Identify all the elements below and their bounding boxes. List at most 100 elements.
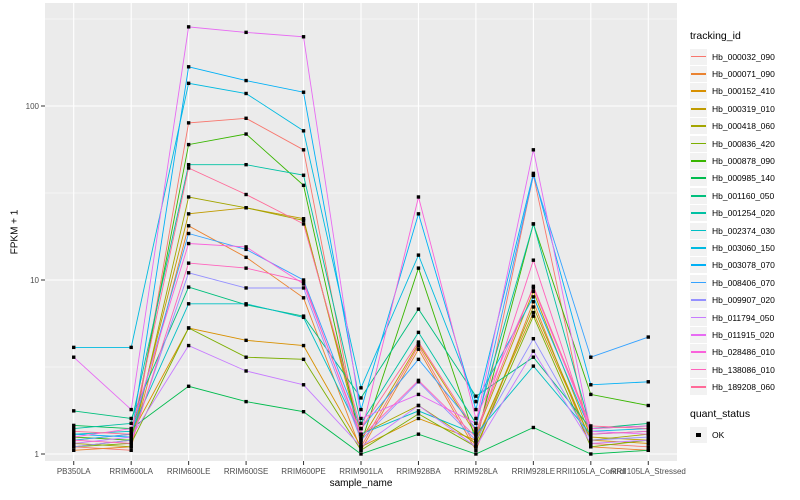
legend-label-Hb_000032_090: Hb_000032_090 (712, 51, 775, 62)
legend-item-Hb_001254_020: Hb_001254_020 (690, 205, 798, 222)
data-point-Hb_001254_020 (129, 421, 133, 426)
data-point-Hb_009907_020 (646, 435, 650, 439)
legend-key-Hb_002374_030 (690, 222, 707, 239)
data-point-Hb_008406_070 (244, 247, 248, 252)
line-swatch-icon (691, 194, 706, 197)
legend-item-Hb_000152_410: Hb_000152_410 (690, 83, 798, 100)
line-swatch-icon (691, 229, 706, 232)
data-point-Hb_003060_150 (244, 91, 248, 96)
data-point-Hb_028486_010 (359, 432, 363, 436)
data-point-Hb_003078_070 (301, 90, 306, 94)
data-point-Hb_002374_030 (244, 302, 248, 306)
line-swatch-icon (691, 281, 706, 284)
data-point-Hb_028486_010 (301, 282, 306, 286)
legend-label-Hb_000319_010: Hb_000319_010 (712, 103, 775, 114)
data-point-Hb_011915_020 (129, 407, 133, 412)
x-tick-label: RRIM600LA (109, 467, 153, 476)
legend-item-Hb_000032_090: Hb_000032_090 (690, 48, 798, 65)
legend-label-Hb_000071_090: Hb_000071_090 (712, 69, 775, 80)
x-tick-label: RRII105LA_Control (556, 467, 626, 476)
data-point-Hb_011794_050 (646, 438, 650, 442)
legend-item-Hb_138086_010: Hb_138086_010 (690, 361, 798, 378)
data-point-Hb_189208_060 (129, 432, 133, 436)
data-point-Hb_000878_090 (359, 441, 363, 446)
data-point-Hb_011915_020 (301, 35, 306, 39)
data-point-Hb_000418_060 (186, 195, 191, 199)
data-point-Hb_001254_020 (359, 421, 363, 426)
data-point-Hb_000985_140 (244, 399, 248, 404)
data-point-Hb_189208_060 (531, 284, 536, 289)
data-point-Hb_003060_150 (531, 295, 536, 299)
data-point-Hb_000985_140 (416, 432, 421, 436)
line-swatch-icon (691, 299, 706, 301)
data-point-Hb_000985_140 (531, 425, 536, 430)
data-point-Hb_003078_070 (244, 78, 248, 83)
legend-item-ok: OK (690, 426, 798, 443)
data-point-Hb_011915_020 (186, 25, 191, 29)
legend-title-tracking-id: tracking_id (690, 30, 741, 42)
x-tick-label: RRIM600LE (167, 467, 211, 476)
data-point-Hb_001254_020 (186, 162, 191, 167)
data-point-Hb_000032_090 (646, 445, 650, 449)
data-point-Hb_011794_050 (359, 445, 363, 449)
data-point-Hb_000071_090 (186, 224, 191, 228)
data-point-Hb_008406_070 (416, 357, 421, 362)
legend-key-Hb_003078_070 (690, 257, 707, 274)
line-swatch-icon (691, 177, 706, 180)
data-point-Hb_189208_060 (474, 429, 478, 434)
data-point-Hb_028486_010 (474, 416, 478, 421)
legend-key-Hb_000319_010 (690, 100, 707, 117)
data-point-Hb_009907_020 (474, 438, 478, 442)
data-point-Hb_000836_420 (416, 412, 421, 416)
data-point-Hb_000878_090 (186, 142, 191, 147)
legend-label-Hb_011794_050: Hb_011794_050 (712, 312, 775, 323)
line-swatch-icon (691, 368, 706, 371)
data-point-Hb_000878_090 (301, 183, 306, 188)
data-point-Hb_002374_030 (416, 409, 421, 413)
x-tick-label: RRIM600PE (281, 467, 325, 476)
data-point-Hb_138086_010 (72, 438, 76, 442)
data-point-Hb_028486_010 (244, 245, 248, 249)
legend-title-quant-status: quant_status (690, 407, 751, 420)
data-point-Hb_000985_140 (301, 410, 306, 414)
legend-key-Hb_011915_020 (690, 326, 707, 343)
legend-item-Hb_011915_020: Hb_011915_020 (690, 326, 798, 343)
data-point-Hb_003078_070 (474, 407, 478, 412)
data-point-Hb_138086_010 (186, 261, 191, 265)
data-point-Hb_138086_010 (301, 279, 306, 284)
legend-label-Hb_001160_050: Hb_001160_050 (712, 190, 775, 201)
legend-key-Hb_028486_010 (690, 344, 707, 361)
data-point-Hb_189208_060 (186, 166, 191, 170)
legend-key-Hb_008406_070 (690, 274, 707, 291)
line-swatch-icon (691, 212, 706, 214)
data-point-Hb_003060_150 (359, 386, 363, 390)
data-point-Hb_000878_090 (589, 392, 593, 397)
legend-item-Hb_000985_140: Hb_000985_140 (690, 170, 798, 187)
legend-item-Hb_011794_050: Hb_011794_050 (690, 309, 798, 326)
data-point-Hb_001160_050 (646, 421, 650, 426)
data-point-Hb_000319_010 (531, 289, 536, 294)
data-point-Hb_011794_050 (531, 349, 536, 353)
data-point-Hb_009907_020 (301, 286, 306, 290)
legend-key-Hb_138086_010 (690, 361, 707, 378)
data-point-Hb_011915_020 (416, 392, 421, 397)
data-point-Hb_009907_020 (129, 438, 133, 442)
data-point-Hb_000985_140 (646, 448, 650, 453)
legend-item-Hb_002374_030: Hb_002374_030 (690, 222, 798, 239)
data-point-Hb_011915_020 (646, 432, 650, 436)
data-point-Hb_000836_420 (589, 445, 593, 449)
data-point-Hb_138086_010 (359, 435, 363, 439)
data-point-Hb_011794_050 (301, 383, 306, 387)
data-point-Hb_008406_070 (589, 355, 593, 359)
x-tick-label: RRIM928LE (512, 467, 556, 476)
data-point-Hb_189208_060 (301, 222, 306, 226)
data-point-Hb_138086_010 (646, 429, 650, 434)
legend-label-Hb_003060_150: Hb_003060_150 (712, 242, 775, 253)
data-point-Hb_009907_020 (244, 286, 248, 290)
data-point-Hb_003060_150 (129, 345, 133, 350)
data-point-Hb_002374_030 (186, 302, 191, 306)
legend-key-Hb_001254_020 (690, 205, 707, 222)
x-tick-label: RRIM901LA (339, 467, 383, 476)
data-point-Hb_003078_070 (589, 383, 593, 387)
line-swatch-icon (691, 125, 706, 127)
